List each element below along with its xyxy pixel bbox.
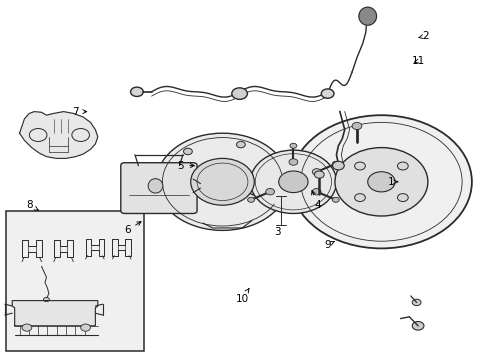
Circle shape [332,161,339,166]
Circle shape [290,115,471,248]
Circle shape [231,88,247,99]
Text: 2: 2 [418,31,428,41]
Text: 5: 5 [177,161,194,171]
Text: 3: 3 [273,227,280,237]
Circle shape [250,150,336,213]
Circle shape [289,143,296,148]
Text: 6: 6 [123,222,141,235]
Circle shape [411,321,423,330]
Circle shape [190,158,254,205]
Text: 4: 4 [311,191,321,210]
Circle shape [236,141,245,148]
Circle shape [334,148,427,216]
Circle shape [278,171,307,193]
Circle shape [354,162,365,170]
Circle shape [411,299,420,306]
Circle shape [321,89,333,98]
Circle shape [183,148,192,155]
Text: 7: 7 [72,107,86,117]
FancyBboxPatch shape [121,163,197,213]
Circle shape [351,122,361,130]
Circle shape [247,197,254,202]
Circle shape [81,324,90,331]
Text: 9: 9 [324,240,333,250]
Circle shape [312,168,321,175]
Circle shape [354,194,365,202]
Circle shape [367,172,394,192]
Polygon shape [20,112,98,158]
Circle shape [288,159,297,165]
Text: 11: 11 [410,56,424,66]
Ellipse shape [148,179,163,193]
Text: 10: 10 [235,289,248,304]
FancyBboxPatch shape [6,211,144,351]
Circle shape [332,161,344,170]
Circle shape [43,297,49,302]
Text: 8: 8 [26,200,38,210]
Circle shape [22,324,32,331]
Polygon shape [12,301,98,326]
Circle shape [312,189,321,195]
Circle shape [397,194,407,202]
Circle shape [265,189,274,195]
Circle shape [332,197,339,202]
Text: 1: 1 [387,177,397,187]
Polygon shape [358,7,376,25]
Circle shape [314,171,324,178]
Circle shape [397,162,407,170]
Wedge shape [156,133,287,230]
Circle shape [130,87,143,96]
